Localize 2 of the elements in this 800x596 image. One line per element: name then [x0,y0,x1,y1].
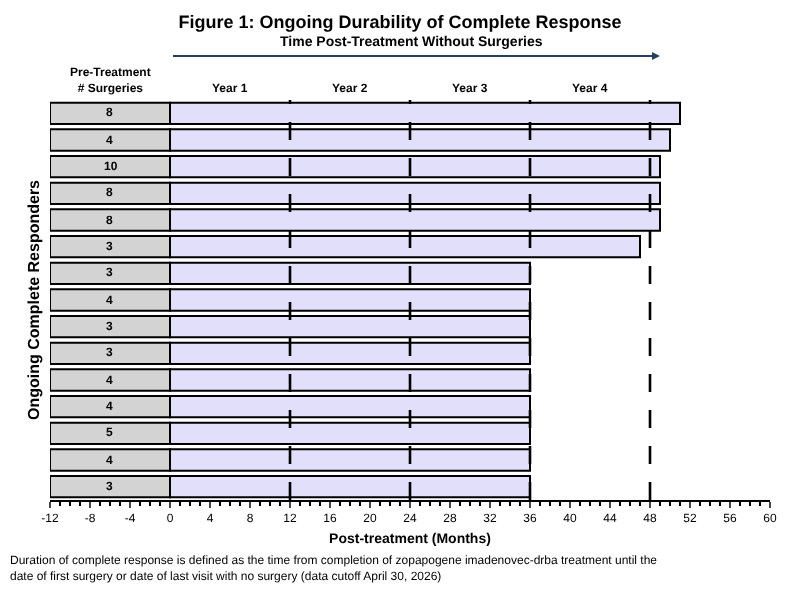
y-axis-title: Ongoing Complete Responders [25,178,44,421]
chart-title: Figure 1: Ongoing Durability of Complete Response [178,11,622,32]
